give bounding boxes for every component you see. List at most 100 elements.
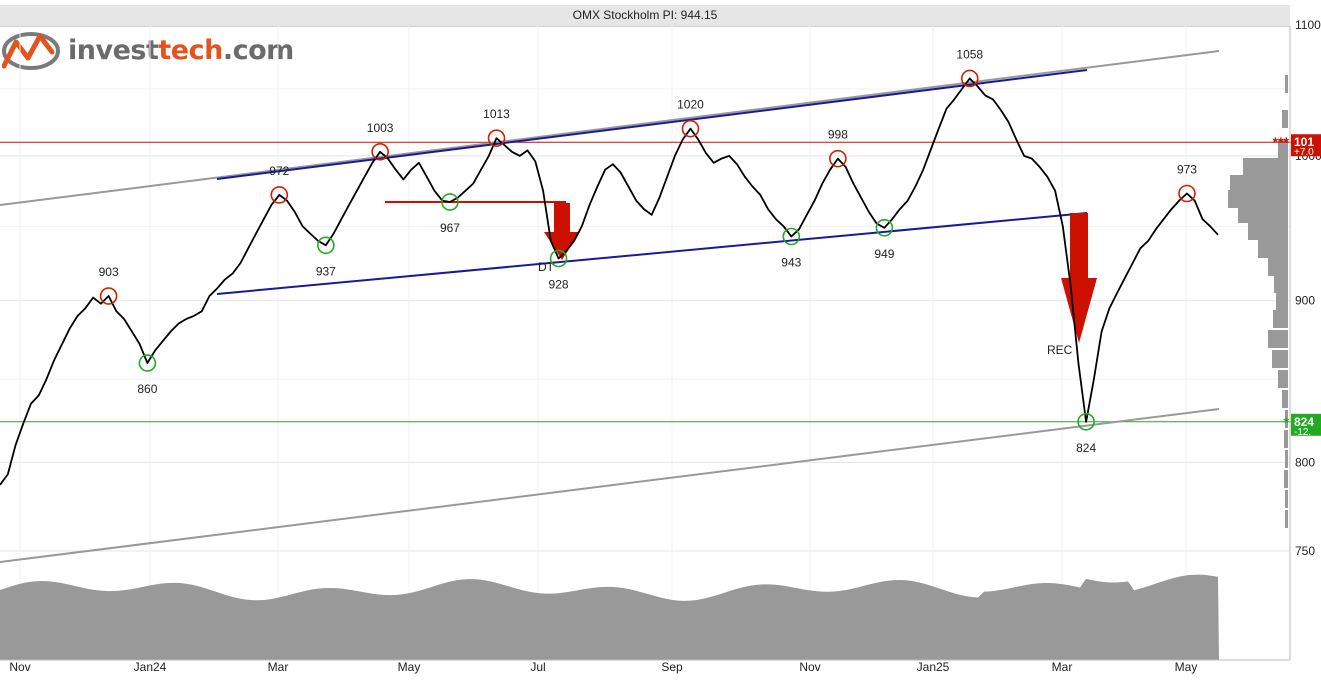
logo-text-suffix: .com [222, 34, 294, 66]
volume-profile-bar [1276, 292, 1288, 310]
pivot-value-label: 1020 [677, 98, 704, 112]
resistance-tag-change: +7.0 [1294, 147, 1314, 158]
volume-profile-bar [1228, 190, 1288, 208]
resistance-tag-stars: *** [1273, 134, 1290, 150]
high-pivot-marker [487, 129, 506, 147]
pivot-value-label: 1013 [483, 107, 510, 121]
volume-profile [1228, 75, 1288, 528]
high-pivot-marker [960, 69, 979, 88]
pivot-value-label: 972 [269, 164, 289, 178]
low-pivot-marker [138, 354, 157, 372]
volume-profile-bar [1230, 175, 1288, 193]
pivot-value-label: 967 [440, 221, 460, 235]
volume-area [0, 574, 1219, 660]
chart-title: OMX Stockholm PI: 944.15 [0, 5, 1290, 27]
volume-area-shape [0, 574, 1219, 660]
support-tag [1291, 413, 1321, 436]
support-resistance-lines [0, 141, 1292, 423]
y-tick-label: 900 [1295, 294, 1315, 308]
pivot-value-label: 903 [99, 265, 119, 279]
volume-profile-bar [1285, 410, 1288, 428]
low-pivot-marker [441, 193, 459, 211]
high-pivot-marker [270, 186, 289, 204]
high-pivot-marker [1178, 184, 1196, 203]
rising-channel-lower [216, 212, 1088, 295]
volume-profile-bar [1282, 390, 1288, 408]
pivot-labels: 903 860 972 937 1003 967 1013 928 1020 943 998 949 1… [99, 47, 1198, 454]
axes: 75080090010001100NovJan24MarMayJulSepNov… [0, 18, 1321, 674]
chart-grid [0, 24, 1290, 660]
pivot-value-label: 1058 [956, 47, 983, 61]
high-pivot-marker [829, 149, 847, 168]
support-tag-stars: * [1284, 414, 1290, 430]
outer-channel-upper [0, 50, 1220, 206]
volume-profile-bar [1278, 370, 1288, 388]
pivot-value-label: 860 [137, 382, 157, 396]
x-tick-label: Nov [799, 660, 820, 674]
low-pivot-marker [1077, 412, 1095, 431]
price-line [0, 77, 1219, 486]
double-top-label: DT [538, 260, 555, 274]
y-tick-label: 1100 [1295, 18, 1321, 32]
volume-profile-bar [1285, 450, 1288, 468]
volume-profile-bar [1243, 158, 1288, 176]
high-pivot-marker [99, 287, 118, 305]
low-pivot-marker [875, 218, 894, 237]
sell-signal-arrow [1061, 213, 1097, 343]
volume-profile-bar [1285, 510, 1288, 528]
y-tick-label: 750 [1295, 544, 1315, 558]
x-tick-label: Nov [9, 660, 30, 674]
volume-profile-bar [1272, 350, 1288, 368]
y-tick-label: 800 [1295, 455, 1315, 469]
trend-channel [0, 50, 1220, 563]
volume-profile-bar [1258, 240, 1288, 258]
volume-profile-bar [1285, 490, 1288, 508]
volume-profile-bar [1278, 140, 1288, 158]
x-tick-label: Sep [661, 660, 683, 674]
logo-mark-icon [2, 32, 60, 70]
volume-profile-bar [1285, 75, 1288, 93]
volume-profile-bar [1274, 275, 1288, 293]
pivot-markers [99, 69, 1196, 431]
level-tags: 101+7.0 *** 824-12. * [1273, 134, 1321, 438]
pivot-value-label: 937 [316, 264, 336, 278]
high-pivot-marker [371, 142, 389, 161]
pivot-value-label: 943 [781, 256, 801, 270]
x-tick-label: Mar [1052, 660, 1073, 674]
rising-channel-upper [216, 69, 1088, 180]
logo-text-accent: tech [158, 34, 223, 66]
signal-marks: DT REC [385, 200, 1097, 357]
pivot-value-label: 824 [1076, 441, 1096, 455]
x-tick-label: May [1175, 660, 1198, 674]
x-tick-label: May [398, 660, 421, 674]
resistance-tag [1291, 134, 1321, 157]
pivot-value-label: 928 [549, 278, 569, 292]
pivot-value-label: 949 [874, 247, 894, 261]
support-tag-change: -12. [1294, 427, 1311, 438]
low-pivot-marker [782, 227, 801, 246]
high-pivot-marker [681, 119, 700, 138]
investtech-logo: investtech.com [2, 28, 294, 72]
x-tick-label: Mar [268, 660, 289, 674]
low-pivot-marker [549, 249, 568, 268]
volume-profile-bar [1273, 310, 1288, 328]
rectangle-label: REC [1047, 343, 1073, 357]
x-tick-label: Jan24 [134, 660, 167, 674]
low-pivot-marker [317, 236, 335, 255]
outer-channel-lower [0, 408, 1220, 563]
volume-profile-bar [1268, 258, 1288, 276]
pivot-value-label: 998 [828, 128, 848, 142]
volume-profile-bar [1282, 110, 1288, 128]
volume-profile-bar [1284, 430, 1288, 448]
pivot-value-label: 973 [1177, 162, 1197, 176]
resistance-tag-value: 101 [1294, 135, 1314, 149]
volume-profile-bar [1248, 222, 1288, 240]
logo-text: investtech.com [68, 35, 294, 66]
support-tag-value: 824 [1294, 415, 1314, 429]
logo-text-main: invest [68, 34, 159, 66]
x-tick-label: Jul [530, 660, 545, 674]
volume-profile-bar [1284, 470, 1288, 488]
pivot-value-label: 1003 [367, 121, 394, 135]
x-tick-label: Jan25 [917, 660, 950, 674]
